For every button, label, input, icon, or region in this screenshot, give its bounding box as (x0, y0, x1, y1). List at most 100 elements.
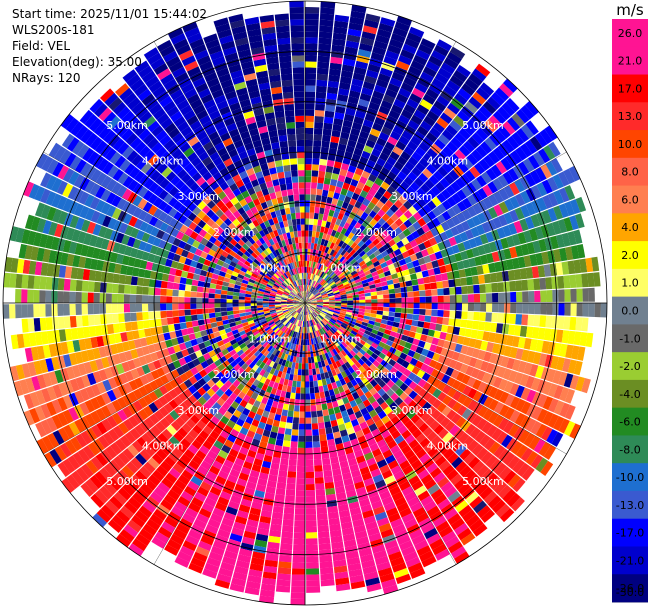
velocity-gate (368, 320, 375, 326)
velocity-gate (265, 486, 276, 494)
velocity-gate (253, 432, 263, 441)
velocity-gate (410, 567, 426, 579)
velocity-gate (298, 435, 305, 442)
velocity-gate (359, 130, 370, 140)
velocity-gate (415, 512, 429, 524)
velocity-gate (225, 506, 238, 516)
velocity-gate (502, 452, 516, 466)
velocity-gate (407, 248, 416, 256)
velocity-gate (399, 382, 409, 392)
velocity-gate (256, 305, 263, 309)
velocity-gate (311, 303, 318, 305)
velocity-gate (317, 67, 329, 75)
velocity-gate (299, 417, 305, 424)
velocity-gate (315, 283, 321, 289)
velocity-gate (401, 303, 408, 308)
velocity-gate (341, 363, 348, 371)
velocity-gate (390, 130, 401, 141)
velocity-gate (499, 508, 515, 523)
velocity-gate (427, 268, 435, 277)
velocity-gate (357, 195, 365, 204)
velocity-gate (366, 349, 374, 356)
velocity-gate (500, 157, 513, 171)
velocity-gate (335, 577, 350, 586)
velocity-gate (327, 370, 334, 378)
velocity-gate (324, 253, 330, 260)
velocity-gate (294, 514, 305, 521)
velocity-gate (325, 286, 332, 291)
velocity-gate (405, 556, 421, 568)
velocity-gate (318, 314, 324, 320)
velocity-gate (112, 323, 121, 334)
velocity-gate (328, 293, 335, 297)
velocity-gate (334, 322, 341, 328)
velocity-gate (431, 50, 446, 62)
velocity-gate (75, 291, 82, 303)
velocity-gate (317, 349, 322, 356)
velocity-gate (394, 227, 403, 236)
velocity-gate (404, 324, 412, 331)
velocity-gate (141, 295, 149, 303)
velocity-gate (329, 222, 335, 230)
velocity-gate (351, 227, 358, 235)
velocity-gate (270, 462, 280, 470)
velocity-gate (404, 491, 417, 502)
velocity-gate (367, 63, 381, 73)
velocity-gate (271, 400, 279, 408)
velocity-gate (45, 304, 52, 317)
velocity-gate (334, 186, 342, 194)
velocity-gate (312, 325, 316, 332)
velocity-gate (287, 471, 297, 478)
velocity-gate (202, 308, 209, 314)
velocity-gate (81, 280, 89, 292)
velocity-gate (301, 308, 304, 315)
velocity-gate (488, 262, 496, 273)
velocity-gate (353, 384, 361, 392)
velocity-gate (414, 485, 427, 497)
velocity-gate (493, 389, 504, 401)
velocity-gate (354, 254, 362, 261)
velocity-gate (485, 283, 492, 293)
velocity-gate (332, 553, 346, 562)
velocity-gate (204, 497, 217, 508)
velocity-gate (399, 507, 412, 518)
velocity-gate (535, 252, 544, 266)
velocity-gate (313, 289, 318, 295)
velocity-gate (318, 322, 323, 329)
velocity-gate (446, 325, 455, 334)
velocity-gate (321, 272, 327, 279)
velocity-gate (502, 225, 512, 237)
velocity-gate (372, 122, 383, 132)
velocity-gate (394, 21, 410, 32)
velocity-gate (334, 14, 350, 23)
velocity-gate (202, 303, 209, 309)
velocity-gate (178, 309, 185, 317)
velocity-gate (404, 386, 413, 396)
velocity-gate (377, 306, 384, 311)
velocity-gate (289, 398, 295, 406)
velocity-gate (317, 525, 329, 533)
velocity-gate (229, 533, 243, 543)
velocity-gate (310, 405, 317, 412)
velocity-gate (250, 303, 257, 306)
velocity-gate (509, 396, 521, 410)
velocity-gate (510, 291, 517, 303)
velocity-gate (286, 385, 292, 393)
velocity-gate (561, 330, 570, 344)
velocity-gate (277, 351, 283, 359)
velocity-gate (316, 79, 328, 87)
velocity-gate (426, 350, 435, 359)
velocity-gate (376, 268, 384, 275)
velocity-gate (333, 259, 339, 266)
velocity-gate (208, 298, 215, 303)
velocity-gate (511, 257, 520, 270)
velocity-gate (514, 179, 526, 193)
velocity-gate (519, 218, 529, 232)
velocity-gate (346, 307, 354, 311)
velocity-gate (204, 562, 220, 573)
velocity-gate (362, 25, 378, 35)
velocity-gate (356, 257, 364, 264)
velocity-gate (318, 277, 323, 284)
velocity-gate (333, 387, 340, 395)
velocity-gate (167, 324, 175, 332)
